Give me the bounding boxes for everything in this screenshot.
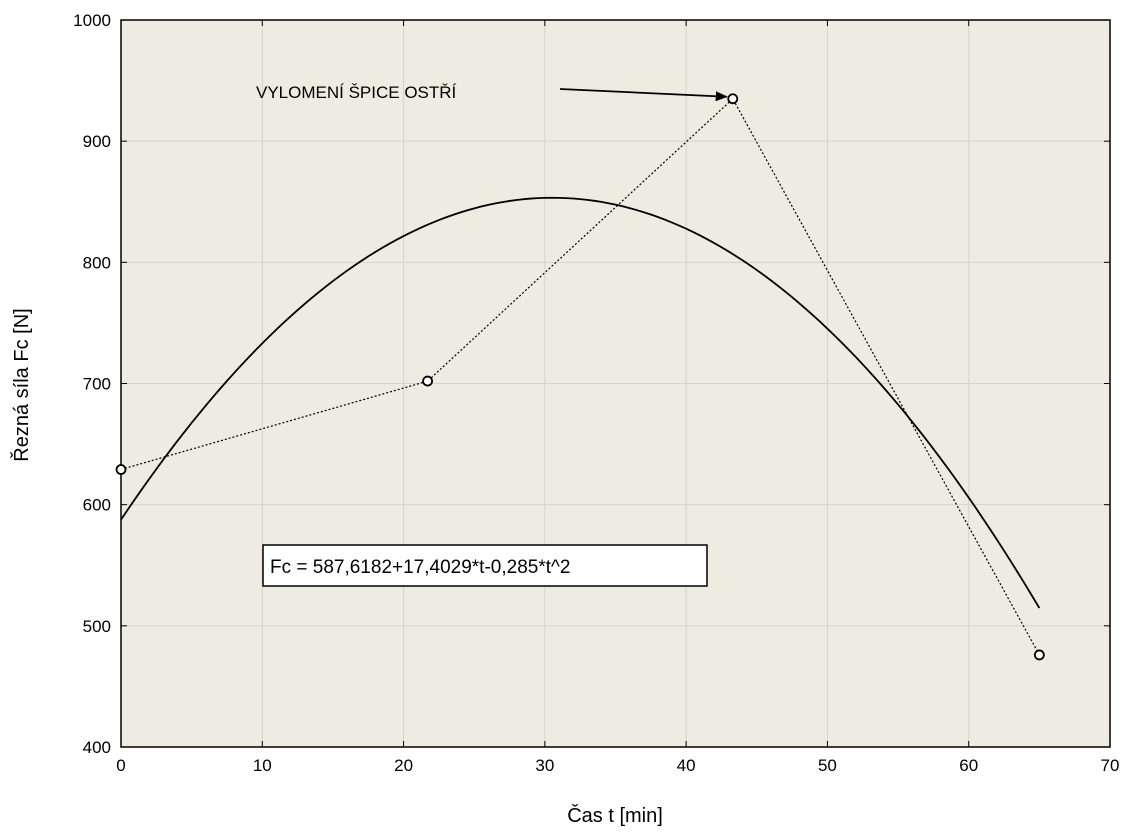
data-point [1033, 649, 1045, 661]
x-tick-label: 20 [394, 756, 413, 775]
data-point [727, 93, 739, 105]
x-tick-label: 50 [818, 756, 837, 775]
annotation-arrow [559, 88, 728, 102]
x-tick-label: 70 [1101, 756, 1120, 775]
y-axis-title: Řezná síla Fc [N] [10, 308, 33, 461]
equation-frame [262, 544, 708, 587]
x-tick-label: 0 [116, 756, 125, 775]
equation-box: Fc = 587,6182+17,4029*t-0,285*t^2 [262, 544, 708, 587]
annotation-label: VYLOMENÍ ŠPICE OSTŘÍ [256, 83, 457, 102]
y-tick-label: 900 [83, 132, 111, 151]
y-tick-label: 700 [83, 375, 111, 394]
y-tick-label: 1000 [73, 11, 111, 30]
fit-curve [120, 196, 1041, 609]
data-point [422, 375, 433, 387]
x-tick-label: 30 [535, 756, 554, 775]
y-tick-label: 800 [83, 253, 111, 272]
x-tick-label: 10 [253, 756, 272, 775]
y-tick-label: 600 [83, 496, 111, 515]
y-tick-label: 400 [83, 738, 111, 757]
data-point [115, 464, 127, 475]
x-tick-label: 40 [677, 756, 696, 775]
y-tick-label: 500 [83, 617, 111, 636]
equation-text: Fc = 587,6182+17,4029*t-0,285*t^2 [270, 557, 570, 578]
x-axis-title: Čas t [min] [567, 804, 663, 827]
connecting-line [120, 97, 1040, 656]
x-tick-label: 60 [959, 756, 978, 775]
